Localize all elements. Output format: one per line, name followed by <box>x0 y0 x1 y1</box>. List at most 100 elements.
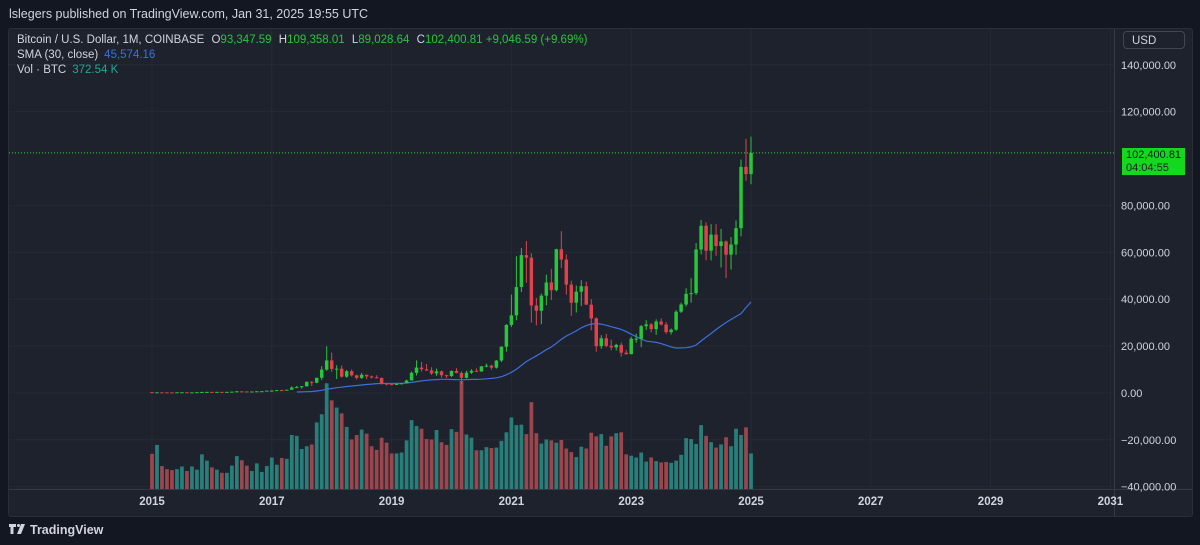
volume-bar <box>205 460 209 489</box>
volume-bar <box>669 462 674 489</box>
volume-bar <box>424 439 429 489</box>
candle-body <box>165 392 169 394</box>
volume-bar <box>414 426 419 489</box>
volume-bar <box>429 439 434 489</box>
candle-body <box>324 360 329 370</box>
candle-body <box>579 286 584 292</box>
candle-body <box>245 391 249 393</box>
candle-body <box>569 284 574 303</box>
candle-body <box>479 366 484 372</box>
volume-bar <box>704 435 708 489</box>
volume-bar <box>589 432 594 489</box>
publisher-text: lslegers published on TradingView.com, J… <box>9 7 369 21</box>
tradingview-logo-text: TradingView <box>30 523 104 537</box>
currency-button[interactable]: USD <box>1123 31 1185 49</box>
candle-body <box>170 392 174 394</box>
volume-row: Vol · BTC 372.54 K <box>17 63 587 78</box>
volume-bar <box>344 426 349 489</box>
volume-bar <box>394 453 399 489</box>
x-tick-label: 2017 <box>259 496 285 508</box>
volume-bar <box>309 444 314 489</box>
candle-body <box>744 166 748 175</box>
close-value: 102,400.81 <box>424 34 483 46</box>
sma-line-group <box>296 301 752 393</box>
bar-countdown: 04:04:55 <box>1126 162 1169 174</box>
volume-bar <box>714 447 718 489</box>
volume-bar <box>269 457 274 489</box>
volume-bar <box>639 452 644 489</box>
y-tick-label: 60,000.00 <box>1121 247 1170 259</box>
volume-label[interactable]: Vol · BTC <box>17 64 67 76</box>
candle-body <box>349 371 354 376</box>
chart-frame[interactable]: 140,000.00 120,000.00 80,000.00 60,000.00 40… <box>8 28 1193 517</box>
candle-body <box>704 225 708 251</box>
volume-bar <box>659 462 664 489</box>
chart-legend: Bitcoin / U.S. Dollar, 1M, COINBASE O93,… <box>17 33 587 78</box>
tradingview-logo-icon <box>9 524 25 534</box>
volume-bar <box>599 434 604 489</box>
volume-bar <box>359 429 364 489</box>
candle-body <box>594 318 599 347</box>
volume-bar <box>664 462 669 489</box>
volume-bar <box>274 464 279 489</box>
volume-bar <box>719 444 723 489</box>
candle-body <box>185 392 189 394</box>
candle-body <box>160 392 164 394</box>
candle-body <box>384 383 389 385</box>
x-tick-label: 2029 <box>978 496 1004 508</box>
symbol-label[interactable]: Bitcoin / U.S. Dollar, 1M, COINBASE <box>17 34 205 46</box>
candle-body <box>354 375 359 378</box>
volume-bar <box>215 469 219 489</box>
sma-value: 45,574.16 <box>104 49 156 61</box>
volume-bar <box>614 433 619 489</box>
volume-bar <box>200 454 204 489</box>
candle-body <box>729 244 733 255</box>
candle-body <box>559 249 564 260</box>
candle-body <box>260 391 264 393</box>
last-price-tag: 102,400.81 04:04:55 <box>1122 148 1185 175</box>
candle-body <box>684 293 688 305</box>
candle-body <box>464 372 469 378</box>
y-tick-label: 120,000.00 <box>1121 107 1176 119</box>
candle-body <box>499 346 504 361</box>
volume-bar <box>170 470 174 489</box>
volume-bar <box>559 439 564 489</box>
candle-body <box>539 295 544 311</box>
candle-body <box>344 371 349 377</box>
volume-bar <box>329 400 334 489</box>
volume-bar <box>549 440 554 489</box>
volume-bar <box>294 435 299 489</box>
volume-bar <box>264 466 269 489</box>
candle-body <box>225 391 229 393</box>
open-key: O <box>211 34 221 46</box>
change-value: +9,046.59 (+9.69%) <box>485 34 588 46</box>
candle-body <box>309 381 314 383</box>
candle-body <box>664 324 668 333</box>
candle-body <box>394 383 399 385</box>
tradingview-logo[interactable]: TradingView <box>9 523 103 537</box>
volume-bar <box>554 442 559 489</box>
candle-body <box>644 324 648 327</box>
volume-bar <box>234 456 239 489</box>
candle-body <box>584 286 589 305</box>
volume-bar <box>175 469 179 489</box>
candle-body <box>624 352 628 355</box>
candle-body <box>220 391 224 393</box>
volume-bar <box>644 461 649 489</box>
x-tick-label: 2027 <box>858 496 884 508</box>
candle-body <box>549 282 554 291</box>
candle-body <box>270 390 274 392</box>
candle-body <box>414 367 419 373</box>
candle-body <box>649 324 653 330</box>
volume-bar <box>180 466 184 489</box>
volume-bar <box>574 457 579 489</box>
sma-label[interactable]: SMA (30, close) <box>17 49 99 61</box>
candle-body <box>529 257 534 306</box>
price-chart[interactable]: 140,000.00 120,000.00 80,000.00 60,000.00 40… <box>9 29 1192 516</box>
candle-body <box>429 370 434 374</box>
grid <box>9 29 1114 489</box>
volume-bar <box>524 434 529 489</box>
candle-body <box>379 377 384 384</box>
volume-bar <box>459 381 464 489</box>
candle-body <box>295 387 299 389</box>
